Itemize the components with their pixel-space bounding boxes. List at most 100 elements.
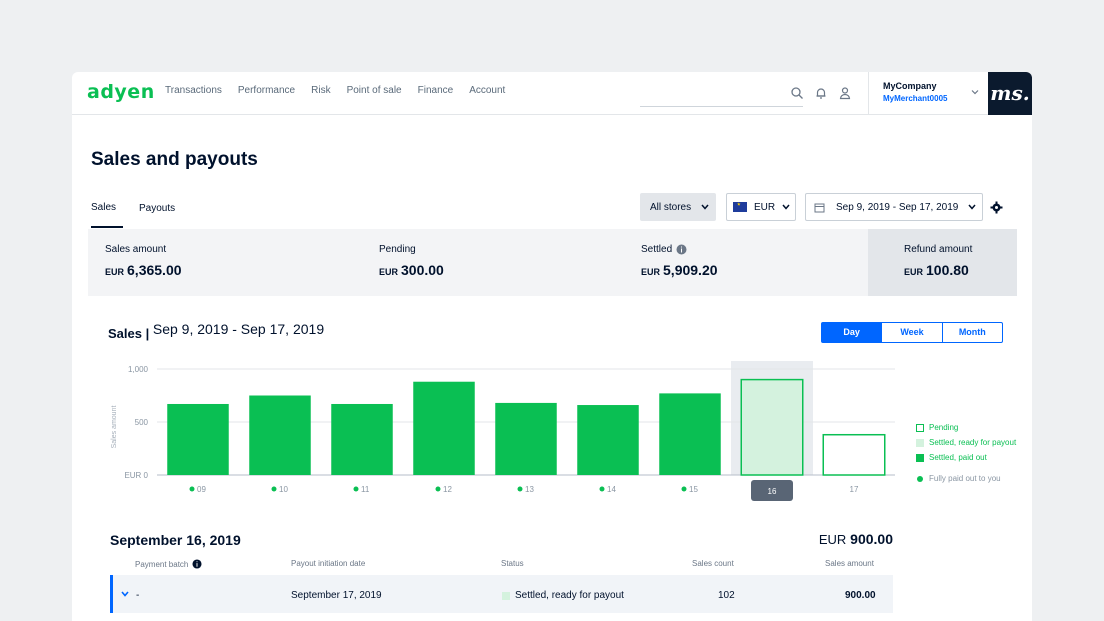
chevron-down-icon[interactable] [120,589,130,599]
x-tick-label: 14 [607,485,616,494]
y-tick-label: 1,000 [128,365,149,374]
legend-paid-out: Settled, paid out [916,453,1016,462]
main-nav: Transactions Performance Risk Point of s… [165,85,521,96]
column-sales-amount: Sales amount [825,559,874,568]
column-label: Payment batch [135,559,189,569]
paid-out-dot [353,486,359,492]
period-month-button[interactable]: Month [958,327,986,337]
column-status: Status [501,559,524,568]
legend-label: Settled, ready for payout [929,438,1017,447]
cell-batch: - [136,590,140,601]
chart-date-range: Sep 9, 2019 - Sep 17, 2019 [152,321,325,337]
user-icon[interactable] [838,86,852,100]
legend-swatch [916,423,924,432]
info-icon[interactable] [192,559,202,569]
paid-out-dot [189,486,195,492]
store-select[interactable]: All stores [640,193,716,221]
period-toggle: Day Week Month [821,322,1003,343]
nav-account[interactable]: Account [469,85,506,96]
column-payment-batch: Payment batch [135,559,202,569]
search-icon[interactable] [790,86,804,100]
search-input[interactable] [640,106,803,107]
bar-17 [822,433,886,476]
y-tick-label: 500 [135,418,149,427]
date-range-picker[interactable]: Sep 9, 2019 - Sep 17, 2019 [805,193,983,221]
tab-sales-label: Sales [91,202,117,213]
detail-total-currency: EUR [818,532,847,547]
cell-date: September 17, 2019 [291,590,382,601]
summary-value: EUR 5,909.20 [641,262,718,278]
y-tick-label: EUR 0 [124,471,148,480]
bar-11 [331,403,393,475]
y-axis-label: Sales amount [111,406,118,449]
legend-swatch [916,438,924,447]
summary-label: Pending [379,244,416,255]
tab-payouts[interactable]: Payouts [139,203,176,214]
legend-swatch [916,453,924,462]
bar-12 [413,381,475,475]
nav-performance[interactable]: Performance [237,85,296,96]
avatar[interactable]: ms. [988,72,1032,115]
currency-select-value: EUR [754,201,776,213]
chevron-down-icon [782,204,790,210]
summary-currency: EUR [379,267,399,277]
date-range-value: Sep 9, 2019 - Sep 17, 2019 [836,201,959,213]
status-label: Settled, ready for payout [515,590,624,601]
nav-finance[interactable]: Finance [417,85,454,96]
summary-refund-amount: Refund amount EUR 100.80 [904,244,972,278]
eu-flag-icon [733,199,747,212]
chevron-down-icon [968,204,976,210]
bell-icon[interactable] [814,86,828,100]
summary-currency: EUR [641,267,661,277]
summary-amount: 6,365.00 [127,262,182,278]
x-tick-label: 11 [361,485,370,494]
chart-title: Sales | [108,326,150,341]
store-select-value: All stores [650,201,692,213]
bar-09 [167,403,229,475]
summary-label: Sales amount [105,244,167,255]
column-sales-count: Sales count [692,559,734,568]
x-tick-label: 15 [689,485,698,494]
summary-sales-amount: Sales amount EUR 6,365.00 [105,244,182,278]
top-navigation-bar: adyen Transactions Performance Risk Poin… [72,72,1032,115]
legend-label: Settled, paid out [929,453,987,462]
gear-icon[interactable] [990,201,1003,214]
calendar-icon [814,203,825,213]
account-switcher[interactable]: MyCompany MyMerchant0005 [868,72,988,115]
status-swatch [502,591,510,600]
paid-out-dot [517,486,523,492]
column-payout-date: Payout initiation date [291,559,366,568]
legend-dot [917,475,923,482]
chart-heading: Sales | Sep 9, 2019 - Sep 17, 2019 [108,321,324,341]
legend-label: Pending [929,423,959,432]
company-name: MyCompany [883,81,937,91]
nav-transactions[interactable]: Transactions [165,85,222,96]
cell-amount: 900.00 [845,590,876,601]
nav-point-of-sale[interactable]: Point of sale [346,85,402,96]
summary-highlight [868,229,1017,296]
table-row[interactable]: - September 17, 2019 Settled, ready for … [110,575,893,613]
x-tick-label: 17 [850,485,859,494]
summary-panel: Sales amount EUR 6,365.00 Pending EUR 300.… [88,229,1017,296]
currency-select[interactable]: EUR [726,193,796,221]
info-icon[interactable] [676,244,687,255]
adyen-logo[interactable]: adyen [87,81,155,103]
paid-out-dot [271,486,277,492]
summary-currency: EUR [904,267,924,277]
summary-value: EUR 300.00 [379,262,444,278]
active-tab-indicator [91,226,123,228]
bar-10 [249,395,311,475]
summary-label: Settled [641,244,718,255]
cell-status: Settled, ready for payout [502,590,624,601]
nav-risk[interactable]: Risk [311,85,331,96]
summary-value: EUR 100.80 [904,262,972,278]
sales-bar-chart: EUR 0 500 1,000 Sales amount 09 10 11 12 13 14 15 1… [111,361,895,501]
tab-sales[interactable]: Sales [91,202,123,228]
cell-count: 102 [718,590,735,601]
legend-ready: Settled, ready for payout [916,438,1016,447]
period-day-button[interactable]: Day [822,323,883,342]
bar-16 [740,378,804,476]
period-week-button[interactable]: Week [882,323,943,342]
chart-legend: Pending Settled, ready for payout Settle… [916,423,1016,489]
summary-amount: 5,909.20 [663,262,718,278]
